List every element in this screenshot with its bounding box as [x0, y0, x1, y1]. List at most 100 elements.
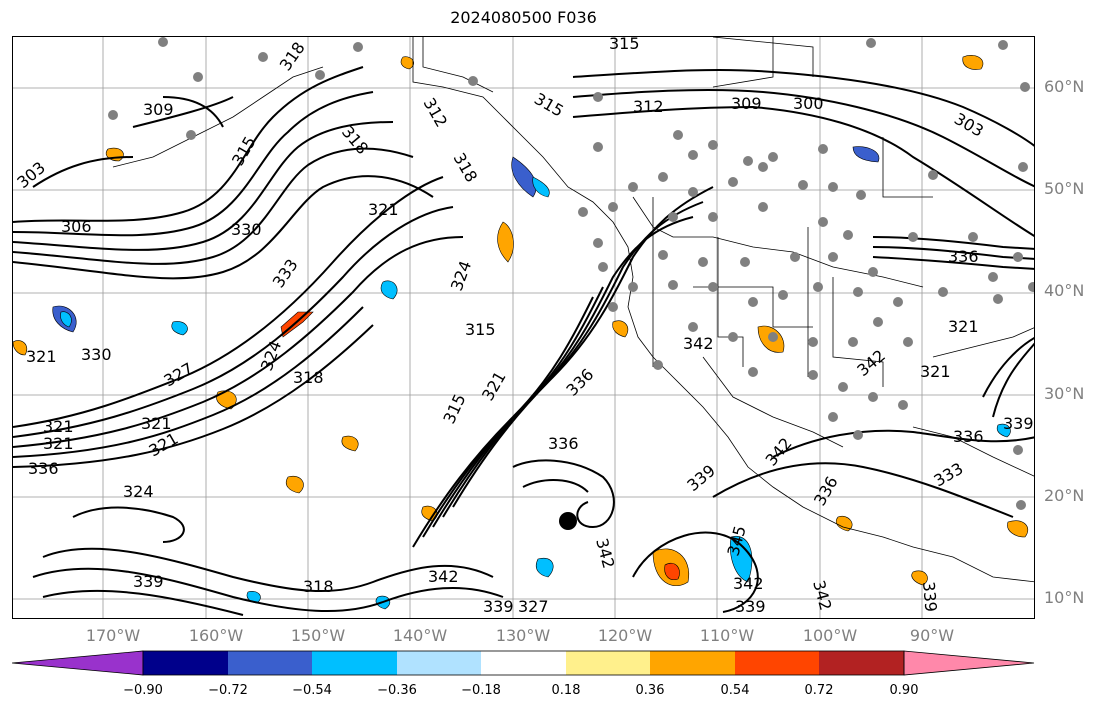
colorbar-segment [312, 651, 397, 675]
lon-label: 120°W [597, 626, 653, 645]
contour-label: 312 [420, 95, 452, 131]
contour-label: 309 [143, 100, 174, 119]
contour-label: 303 [951, 109, 987, 141]
field-shading [13, 55, 1029, 610]
contour-label: 339 [483, 597, 514, 616]
contour-label: 327 [518, 597, 549, 616]
storm-center-marker [559, 512, 577, 530]
colorbar-tick-label: 0.36 [635, 683, 665, 698]
contour-label: 339 [133, 572, 164, 591]
colorbar-segment [819, 651, 904, 675]
contour-label: 324 [123, 482, 154, 501]
contour-label: 315 [439, 391, 469, 427]
lat-label: 60°N [1044, 77, 1085, 96]
contour-label: 333 [269, 255, 302, 291]
lon-label: 150°W [290, 626, 346, 645]
contour-label: 321 [43, 417, 74, 436]
colorbar-segment [650, 651, 735, 675]
contour-label: 321 [26, 347, 57, 366]
contour-label: 336 [548, 434, 579, 453]
contour-label: 324 [447, 258, 475, 293]
colorbar-tick-label: −0.18 [461, 683, 501, 698]
colorbar [12, 650, 1035, 676]
colorbar-extend-right [903, 650, 1035, 676]
contour-label: 324 [257, 338, 285, 373]
map-canvas: 315 312 309 309 306 330 321 330 315 318 … [13, 37, 1034, 618]
contour-label: 342 [853, 346, 889, 380]
colorbar-tick-label: 0.72 [804, 683, 834, 698]
contour-label: 318 [276, 38, 309, 74]
map-panel: 315 312 309 309 306 330 321 330 315 318 … [12, 36, 1035, 619]
lon-label: 90°W [909, 626, 955, 645]
contour-label: 342 [683, 334, 714, 353]
contour-label: 333 [931, 459, 967, 491]
contour-label: 315 [465, 320, 496, 339]
contour-labels: 315 312 309 309 306 330 321 330 315 318 … [13, 37, 1033, 616]
contour-label: 321 [43, 434, 74, 453]
contour-label: 336 [953, 427, 984, 446]
contour-label: 321 [146, 429, 182, 461]
contour-label: 315 [609, 37, 640, 53]
lon-label: 100°W [802, 626, 858, 645]
contour-label: 336 [810, 473, 842, 509]
colorbar-tick-label: 0.18 [551, 683, 581, 698]
colorbar-tick-label: −0.54 [292, 683, 332, 698]
lon-label: 140°W [392, 626, 448, 645]
contour-label: 312 [633, 97, 664, 116]
contour-label: 315 [531, 89, 567, 121]
contour-label: 300 [793, 94, 824, 113]
contour-label: 342 [592, 536, 618, 570]
lon-label: 170°W [85, 626, 141, 645]
lon-label: 130°W [495, 626, 551, 645]
contour-label: 336 [948, 247, 979, 266]
contour-label: 339 [683, 461, 719, 495]
colorbar-tick-label: 0.54 [720, 683, 750, 698]
lat-label: 40°N [1044, 281, 1085, 300]
lat-label: 20°N [1044, 486, 1085, 505]
station-markers [108, 37, 1034, 510]
contour-label: 321 [478, 368, 510, 404]
contour-label: 306 [61, 217, 92, 236]
contour-label: 318 [293, 368, 324, 387]
lat-label: 10°N [1044, 588, 1085, 607]
contour-label: 336 [562, 365, 597, 400]
contour-label: 327 [161, 359, 197, 391]
colorbar-segment [481, 651, 566, 675]
contour-label: 321 [368, 200, 399, 219]
contour-label: 330 [81, 345, 112, 364]
coastlines [112, 37, 1034, 583]
contour-label: 330 [231, 220, 262, 239]
contour-label: 336 [28, 459, 59, 478]
colorbar-segment [735, 651, 819, 675]
colorbar-segment [566, 651, 650, 675]
colorbar-segment [143, 651, 228, 675]
contour-label: 342 [733, 574, 764, 593]
contour-label: 318 [450, 150, 482, 186]
contour-label: 342 [428, 567, 459, 586]
contour-label: 321 [920, 362, 951, 381]
colorbar-tick-label: 0.90 [889, 683, 919, 698]
map-title: 2024080500 F036 [450, 8, 597, 27]
contour-label: 339 [919, 581, 941, 613]
gridlines [13, 37, 1034, 618]
contour-label: 309 [731, 94, 762, 113]
lon-label: 110°W [699, 626, 755, 645]
lat-label: 30°N [1044, 384, 1085, 403]
contour-label: 321 [948, 317, 979, 336]
contour-label: 318 [303, 577, 334, 596]
contour-lines [13, 66, 1034, 616]
contour-label: 339 [1003, 414, 1034, 433]
lat-label: 50°N [1044, 179, 1085, 198]
contour-label: 342 [809, 578, 835, 612]
contour-label: 342 [762, 434, 796, 470]
colorbar-extend-left [12, 650, 144, 676]
contour-label: 339 [735, 597, 766, 616]
contour-label: 321 [141, 414, 172, 433]
lon-label: 160°W [188, 626, 244, 645]
colorbar-tick-label: −0.90 [123, 683, 163, 698]
colorbar-tick-label: −0.36 [377, 683, 417, 698]
contour-label: 303 [13, 158, 49, 192]
colorbar-segment [228, 651, 312, 675]
colorbar-tick-label: −0.72 [208, 683, 248, 698]
colorbar-segment [397, 651, 481, 675]
